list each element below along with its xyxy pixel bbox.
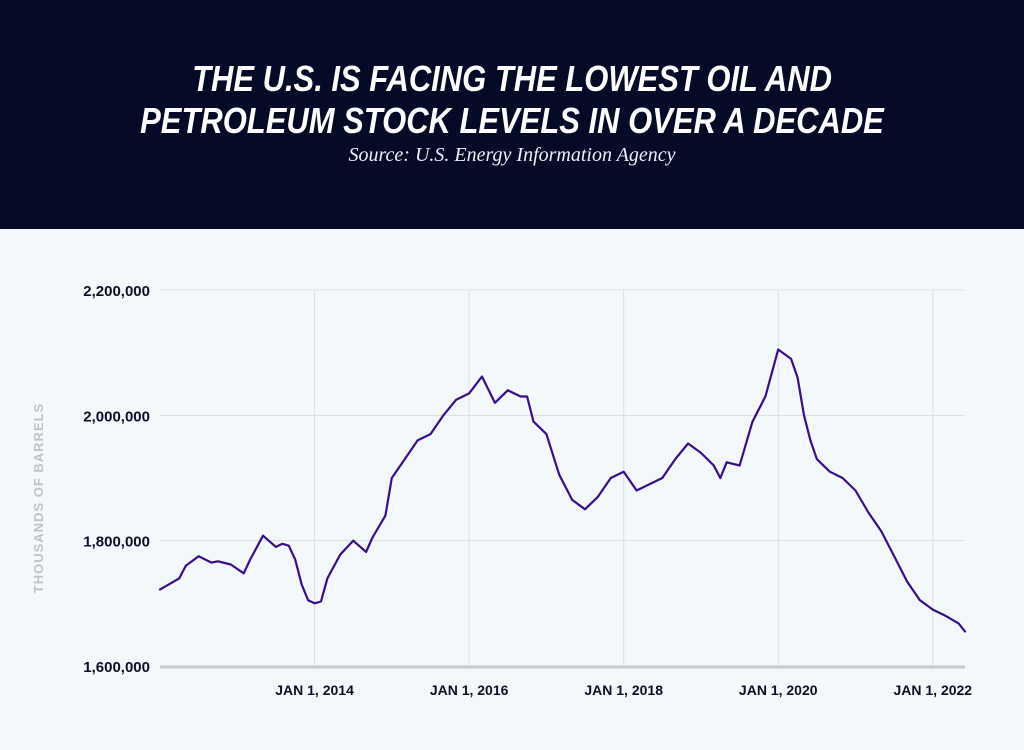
- chart-source-subtitle: Source: U.S. Energy Information Agency: [348, 144, 676, 166]
- chart-title-line-2: PETROLEUM STOCK LEVELS IN OVER A DECADE: [140, 100, 884, 141]
- chart-area: 1,600,000 1,800,000 2,000,000 2,200,000 JAN …: [0, 229, 1024, 745]
- y-tick-label: 2,200,000: [83, 283, 150, 300]
- y-tick-label: 1,600,000: [83, 659, 150, 676]
- chart-title: THE U.S. IS FACING THE LOWEST OIL AND PE…: [72, 58, 953, 142]
- x-tick-label: JAN 1, 2022: [893, 682, 972, 698]
- header-banner: THE U.S. IS FACING THE LOWEST OIL AND PE…: [0, 0, 1024, 229]
- y-tick-label: 2,000,000: [83, 408, 150, 425]
- chart-title-line-1: THE U.S. IS FACING THE LOWEST OIL AND: [192, 58, 832, 99]
- y-axis-label: THOUSANDS OF BARRELS: [31, 403, 46, 593]
- line-chart: 1,600,000 1,800,000 2,000,000 2,200,000 JAN …: [31, 283, 972, 698]
- x-tick-label: JAN 1, 2016: [430, 682, 509, 698]
- x-tick-label: JAN 1, 2018: [584, 682, 663, 698]
- x-tick-label: JAN 1, 2014: [275, 682, 354, 698]
- series-line: [158, 348, 967, 633]
- x-tick-label: JAN 1, 2020: [739, 682, 818, 698]
- y-tick-label: 1,800,000: [83, 534, 150, 551]
